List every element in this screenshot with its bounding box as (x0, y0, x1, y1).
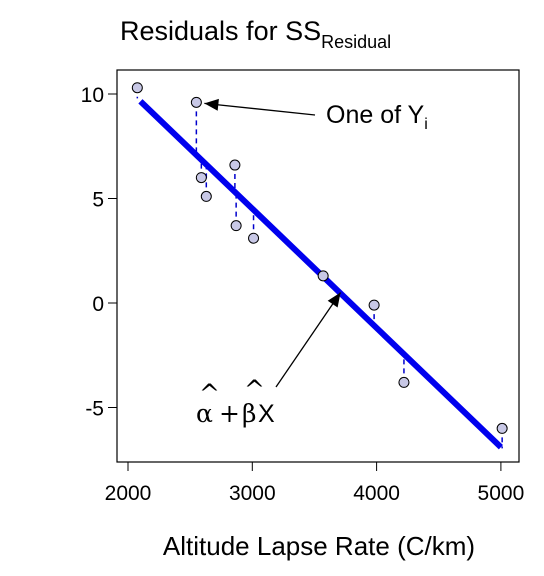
data-point (131, 82, 143, 94)
data-point (229, 159, 241, 171)
data-points (131, 82, 508, 434)
annotation-yi-arrowhead (204, 98, 219, 111)
annotation-fit-arrow (275, 292, 342, 388)
data-point (398, 376, 410, 388)
data-point (248, 232, 260, 244)
data-point (195, 172, 207, 184)
annotation-fit-alpha: α (196, 399, 213, 428)
annotation-fit-alpha-hat: ^ (199, 379, 220, 408)
annotation-fit-plus: + (219, 399, 240, 428)
annotation-fit-beta: β (242, 399, 256, 428)
annotation-yi-subscript: i (424, 116, 428, 133)
annotation-fit-variable: X (258, 400, 275, 428)
y-axis-ticks: -5 0 5 10 (81, 84, 117, 421)
y-tick-label: 5 (92, 189, 104, 212)
data-point (496, 422, 508, 434)
chart-title-subscript: Residual (321, 32, 391, 52)
data-point (200, 190, 212, 202)
y-tick-label: 0 (92, 293, 104, 316)
x-tick-label: 4000 (353, 482, 400, 505)
data-point (230, 220, 242, 232)
x-axis-ticks: 2000 3000 4000 5000 (105, 462, 525, 505)
y-tick-label: 10 (81, 84, 104, 107)
data-point (317, 270, 329, 282)
x-tick-label: 2000 (105, 482, 152, 505)
annotation-fit: ^ α + ^ β X (196, 292, 342, 428)
chart-title: Residuals for SSResidual (120, 16, 391, 52)
x-tick-label: 3000 (229, 482, 276, 505)
annotation-fit-arrowhead (327, 292, 341, 308)
data-point (368, 299, 380, 311)
annotation-yi-label: One of Yi (326, 101, 428, 133)
annotation-yi-arrow (204, 102, 316, 116)
annotation-fit-beta-hat: ^ (244, 375, 265, 404)
x-axis-title: Altitude Lapse Rate (C/km) (163, 531, 475, 561)
annotation-yi: One of Yi (204, 98, 428, 133)
data-point (190, 96, 202, 108)
chart-title-main: Residuals for SS (120, 16, 321, 46)
annotation-yi-text: One of Y (326, 101, 425, 129)
y-tick-label: -5 (85, 398, 104, 421)
x-tick-label: 5000 (478, 482, 525, 505)
